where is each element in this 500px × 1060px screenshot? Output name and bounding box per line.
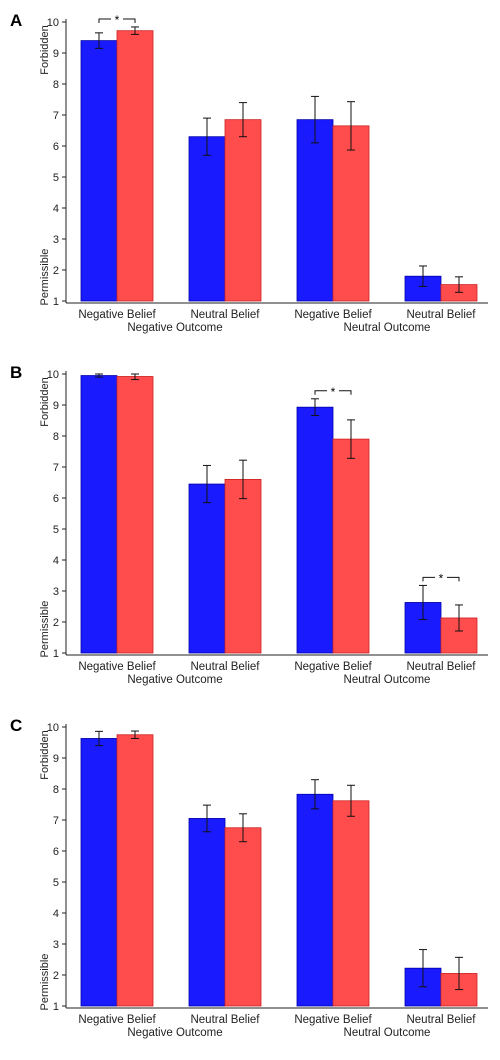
bar <box>224 478 262 654</box>
y-tick-label: 3 <box>53 234 59 246</box>
panel-label: A <box>10 11 22 30</box>
bar <box>224 827 262 1007</box>
y-tick-label: 6 <box>53 141 59 153</box>
y-tick-label: 10 <box>47 722 59 734</box>
bar <box>332 125 370 302</box>
y-tick-label: 7 <box>53 110 59 122</box>
y-tick-label: 2 <box>53 617 59 629</box>
y-tick-label: 6 <box>53 493 59 505</box>
chart-panel-c: C Forbidden Permissible 1 2 3 4 5 6 7 8 9 10 Negative… <box>10 716 488 1039</box>
y-tick-label: 8 <box>53 79 59 91</box>
y-tick-label: 2 <box>53 970 59 982</box>
x-category-label: Neutral Belief <box>406 661 476 673</box>
y-tick-label: 1 <box>53 296 59 308</box>
y-tick-label: 8 <box>53 784 59 796</box>
y-tick-label: 7 <box>53 815 59 827</box>
y-tick-label: 10 <box>47 17 59 29</box>
ylabel-forbidden: Forbidden <box>39 730 51 780</box>
y-tick-label: 3 <box>53 939 59 951</box>
y-tick-label: 1 <box>53 648 59 660</box>
y-tick-label: 9 <box>53 400 59 412</box>
x-category-label: Neutral Belief <box>190 309 260 321</box>
y-tick-label: 4 <box>53 555 59 567</box>
x-group-label: Neutral Outcome <box>344 674 431 686</box>
significance-bracket <box>422 576 460 582</box>
y-tick-label: 3 <box>53 586 59 598</box>
bar <box>116 376 154 654</box>
ylabel-forbidden: Forbidden <box>39 25 51 75</box>
bar <box>296 119 334 302</box>
ylabel-permissible: Permissible <box>39 954 51 1011</box>
bar <box>224 119 262 302</box>
y-tick-label: 5 <box>53 877 59 889</box>
x-category-label: Neutral Belief <box>406 1014 476 1026</box>
bar <box>80 375 118 654</box>
significance-bracket <box>98 18 136 23</box>
significance-marker: * <box>331 385 336 399</box>
y-tick-label: 6 <box>53 846 59 858</box>
y-tick-label: 9 <box>53 753 59 765</box>
bar <box>188 136 226 302</box>
x-group-label: Negative Outcome <box>127 322 222 334</box>
x-group-label: Neutral Outcome <box>344 1027 431 1039</box>
ylabel-forbidden: Forbidden <box>39 377 51 427</box>
x-category-label: Negative Belief <box>294 661 372 673</box>
x-category-label: Neutral Belief <box>190 1014 260 1026</box>
panel-label: B <box>10 363 22 382</box>
x-category-label: Neutral Belief <box>190 661 260 673</box>
chart-panel-a: A Forbidden Permissible 1 2 3 4 5 6 7 8 9 10 * Negativ… <box>10 11 488 334</box>
significance-marker: * <box>115 13 120 27</box>
y-tick-label: 5 <box>53 524 59 536</box>
y-tick-label: 8 <box>53 431 59 443</box>
x-group-label: Neutral Outcome <box>344 322 431 334</box>
y-tick-label: 4 <box>53 908 59 920</box>
ylabel-permissible: Permissible <box>39 249 51 306</box>
y-tick-label: 10 <box>47 369 59 381</box>
bar <box>80 40 118 302</box>
ylabel-permissible: Permissible <box>39 601 51 658</box>
bar <box>296 406 334 654</box>
bar <box>116 734 154 1007</box>
bar <box>332 800 370 1007</box>
x-category-label: Negative Belief <box>78 661 156 673</box>
y-tick-label: 7 <box>53 462 59 474</box>
x-category-label: Neutral Belief <box>406 309 476 321</box>
x-category-label: Negative Belief <box>78 1014 156 1026</box>
y-tick-label: 1 <box>53 1001 59 1013</box>
significance-marker: * <box>439 571 444 585</box>
y-tick-label: 9 <box>53 48 59 60</box>
x-group-label: Negative Outcome <box>127 674 222 686</box>
y-tick-label: 2 <box>53 265 59 277</box>
bar <box>296 793 334 1007</box>
x-category-label: Negative Belief <box>78 309 156 321</box>
chart-panel-b: B Forbidden Permissible 1 2 3 4 5 6 7 8 9 10 * * Negati… <box>10 363 488 686</box>
bar <box>80 738 118 1007</box>
panel-label: C <box>10 716 22 735</box>
x-category-label: Negative Belief <box>294 309 372 321</box>
x-group-label: Negative Outcome <box>127 1027 222 1039</box>
bar <box>188 818 226 1007</box>
y-tick-label: 5 <box>53 172 59 184</box>
bar <box>188 483 226 654</box>
y-tick-label: 4 <box>53 203 59 215</box>
x-category-label: Negative Belief <box>294 1014 372 1026</box>
bar <box>116 30 154 302</box>
significance-bracket <box>314 390 352 395</box>
bar <box>332 438 370 654</box>
